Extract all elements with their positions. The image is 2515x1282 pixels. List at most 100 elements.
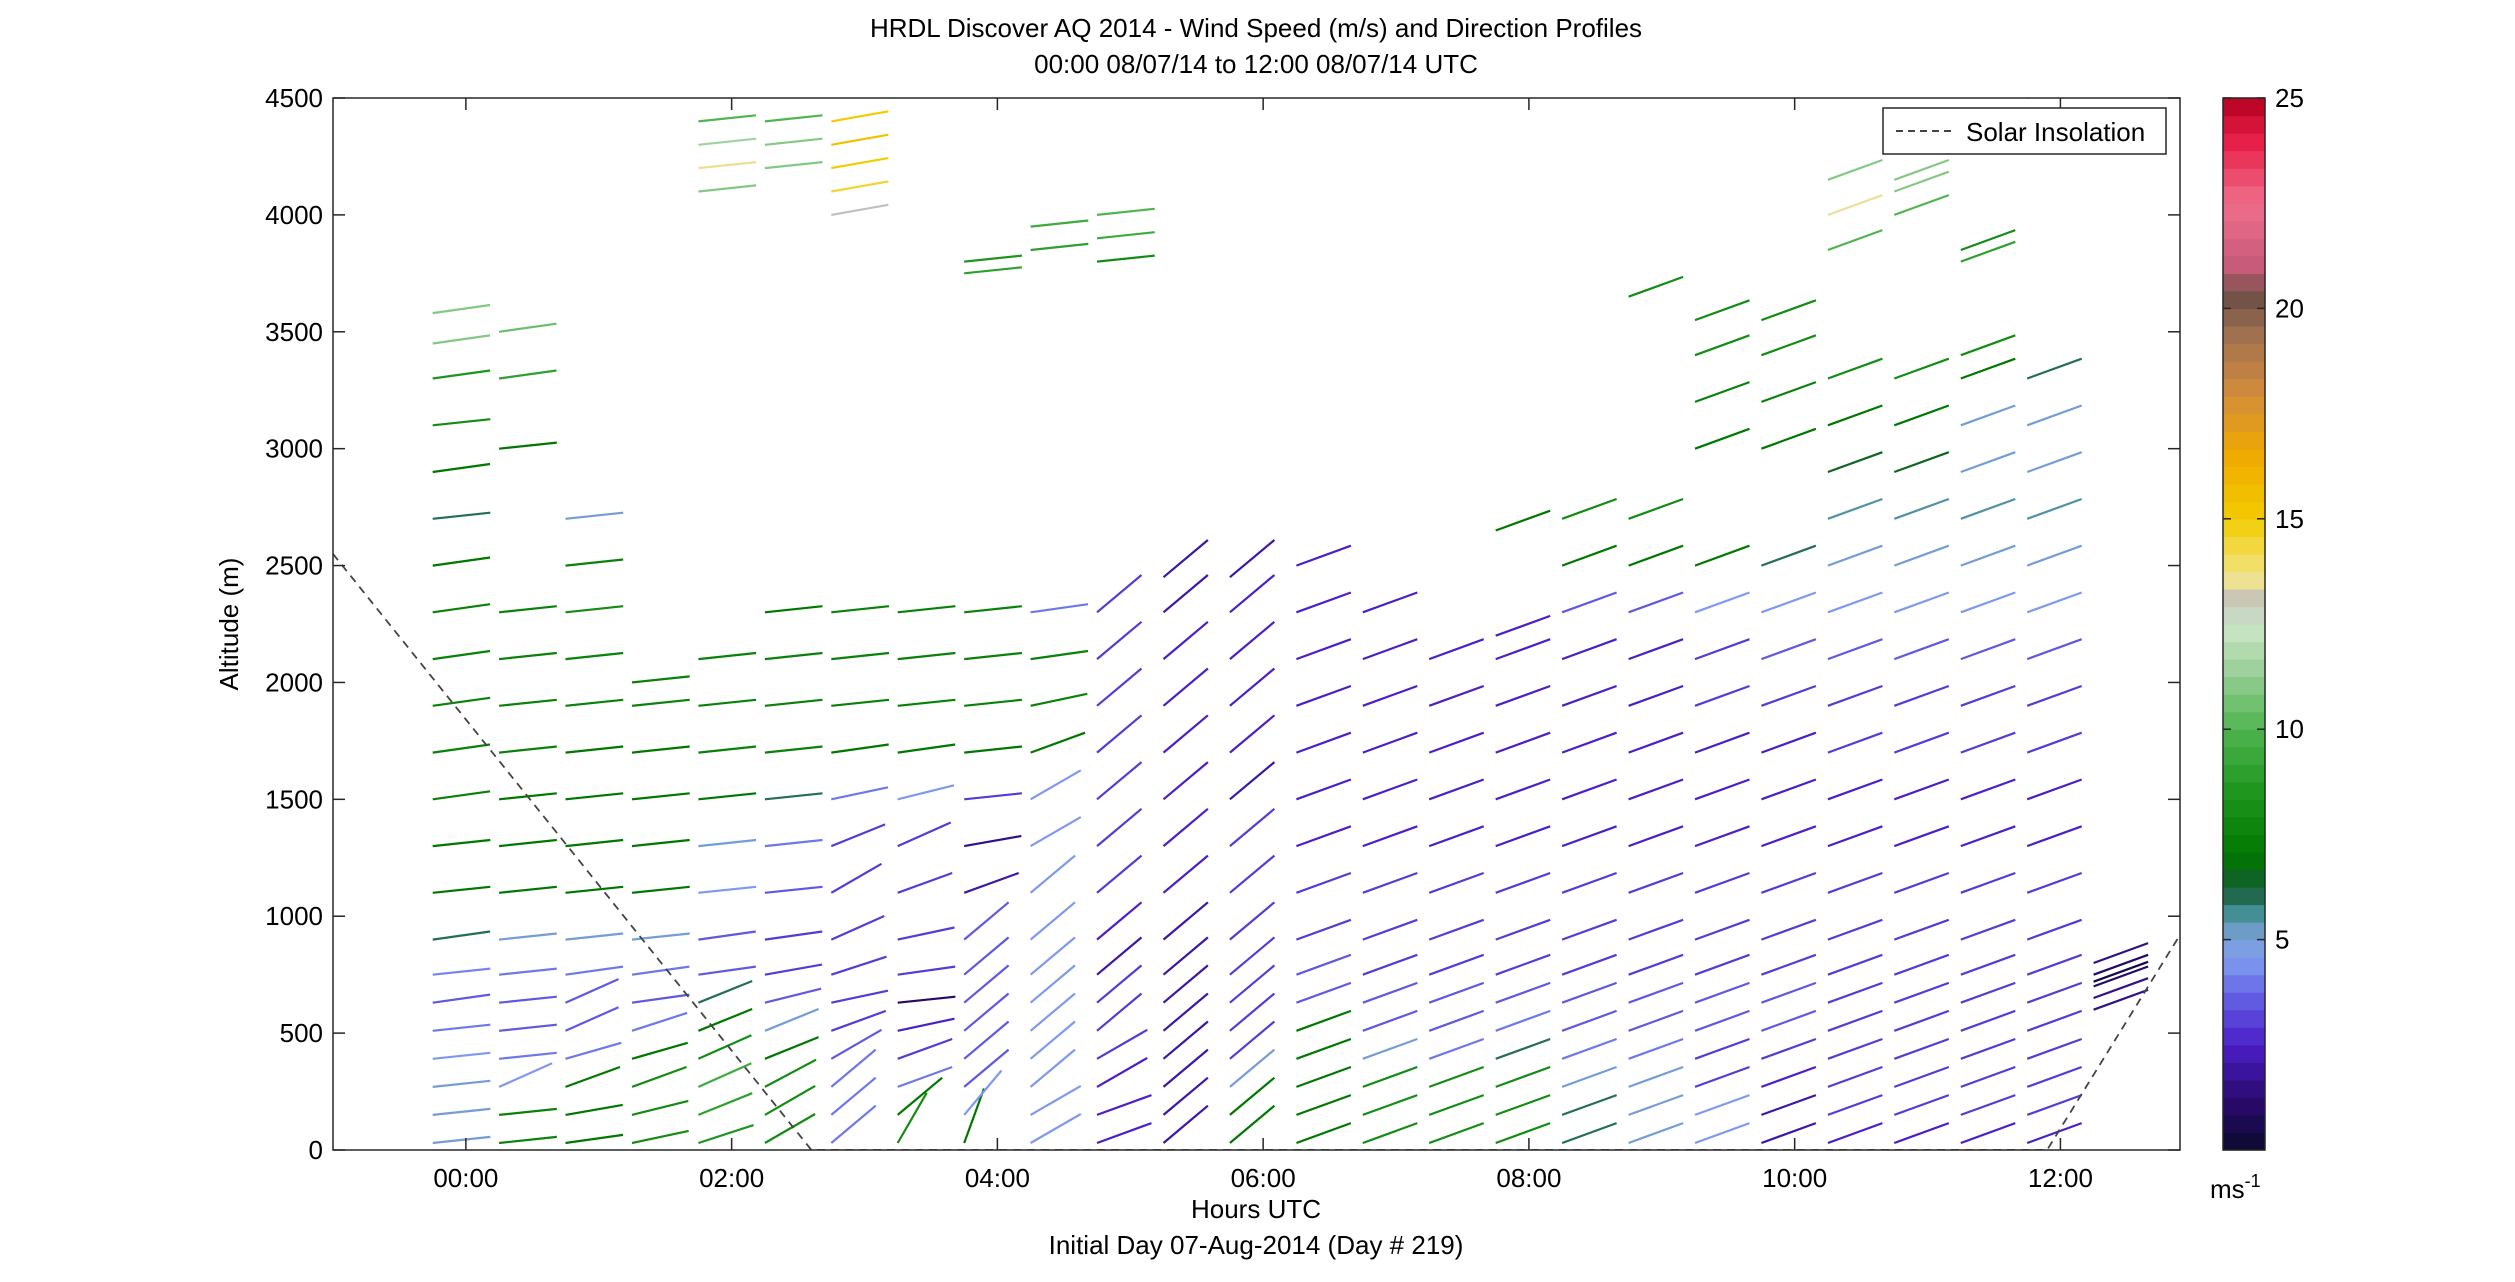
x-tick-label: 02:00	[699, 1163, 764, 1193]
wind-segment	[698, 792, 757, 801]
wind-segment	[1893, 170, 1950, 193]
colorbar-unit: ms-1	[2210, 1171, 2261, 1204]
wind-profile	[1362, 591, 1418, 1145]
wind-segment	[432, 1023, 491, 1032]
wind-segment	[1561, 918, 1617, 941]
wind-segment	[1495, 778, 1551, 801]
wind-segment	[1030, 219, 1089, 228]
wind-segment	[631, 1065, 687, 1088]
y-axis-label: Altitude (m)	[214, 558, 244, 691]
wind-profile	[1428, 638, 1485, 1145]
wind-segment	[1495, 614, 1551, 637]
y-tick-label: 4500	[265, 83, 323, 113]
wind-segment	[1893, 953, 1950, 976]
wind-segment	[1162, 1076, 1209, 1116]
wind-segment	[432, 303, 491, 315]
wind-segment	[1162, 1104, 1209, 1144]
wind-segment	[1827, 1122, 1883, 1145]
wind-segment	[1362, 1122, 1418, 1145]
colorbar-band	[2223, 466, 2265, 485]
y-tick-label: 3500	[265, 317, 323, 347]
wind-segment	[631, 1041, 689, 1060]
wind-segment	[1495, 1122, 1551, 1145]
colorbar-band	[2223, 939, 2265, 958]
wind-segment	[2093, 942, 2149, 965]
wind-segment	[1761, 1037, 1817, 1060]
wind-segment	[1229, 1048, 1276, 1088]
wind-segment	[1694, 684, 1750, 707]
wind-segment	[2093, 965, 2149, 988]
wind-segment	[1761, 299, 1817, 322]
wind-segment	[831, 605, 890, 614]
wind-segment	[1827, 1094, 1883, 1116]
wind-segment	[1296, 1009, 1352, 1032]
wind-segment	[1362, 918, 1418, 941]
wind-segment	[1827, 871, 1883, 894]
wind-segment	[1428, 918, 1485, 941]
wind-segment	[1428, 1122, 1485, 1145]
wind-segment	[1827, 778, 1883, 801]
wind-segment	[631, 1129, 689, 1145]
wind-segment	[498, 1107, 557, 1116]
wind-segment	[1029, 936, 1076, 976]
y-axis-ticks: 0 500 1000 1500 2000 2500 3000 3500 4000 4500	[265, 83, 2180, 1165]
wind-segment	[831, 110, 889, 123]
wind-segment	[764, 745, 823, 754]
wind-segment	[1893, 825, 1950, 848]
wind-segment	[1827, 918, 1883, 941]
wind-segment	[2026, 1037, 2083, 1060]
wind-segment	[1029, 964, 1076, 1004]
wind-profile	[1960, 229, 2016, 1145]
wind-segment	[1893, 981, 1950, 1004]
wind-segment	[697, 979, 753, 1004]
wind-profile	[1096, 207, 1155, 1145]
wind-segment	[1362, 825, 1418, 848]
wind-segment	[432, 369, 491, 380]
wind-segment	[1029, 901, 1076, 941]
wind-segment	[1296, 1094, 1352, 1116]
wind-segment	[2093, 977, 2149, 1000]
wind-segment	[1628, 1122, 1684, 1145]
wind-segment	[698, 1124, 754, 1145]
wind-segment	[1628, 778, 1684, 801]
wind-segment	[698, 965, 756, 976]
wind-segment	[1030, 769, 1082, 801]
wind-segment	[1096, 854, 1143, 894]
wind-segment	[1362, 1065, 1418, 1088]
wind-segment	[1761, 638, 1817, 661]
wind-segment	[764, 987, 822, 1004]
wind-segment	[764, 161, 823, 170]
wind-segment	[1428, 953, 1485, 976]
wind-segment	[1694, 778, 1750, 801]
wind-segment	[498, 995, 557, 1004]
wind-segment	[1827, 544, 1883, 567]
wind-segment	[1495, 1065, 1551, 1088]
wind-segment	[1561, 825, 1617, 848]
wind-segment	[764, 1113, 816, 1144]
wind-segment	[698, 885, 757, 894]
wind-segment	[1096, 936, 1143, 976]
wind-segment	[830, 1076, 877, 1116]
wind-segment	[1162, 936, 1209, 976]
wind-segment	[1628, 953, 1684, 976]
wind-segment	[897, 651, 956, 661]
wind-segment	[1827, 194, 1883, 216]
x-axis-ticks: 00:00 02:00 04:00 06:00 08:00 10:00 12:00	[433, 98, 2093, 1193]
wind-segment	[1296, 953, 1352, 976]
wind-segment	[1362, 953, 1418, 976]
wind-segment	[1561, 591, 1617, 614]
wind-segment	[1162, 992, 1209, 1032]
wind-segment	[698, 838, 757, 848]
wind-segments	[432, 98, 2149, 1145]
wind-segment	[1030, 603, 1089, 614]
wind-segment	[2026, 1065, 2083, 1088]
colorbar-unit-base: ms	[2210, 1174, 2245, 1204]
wind-segment	[764, 651, 823, 661]
colorbar-band	[2223, 273, 2265, 292]
wind-segment	[764, 698, 823, 707]
wind-segment	[1030, 1084, 1082, 1116]
wind-segment	[565, 792, 624, 801]
wind-segment	[764, 1058, 817, 1088]
wind-segment	[1827, 1037, 1883, 1060]
colorbar	[2223, 98, 2265, 1151]
